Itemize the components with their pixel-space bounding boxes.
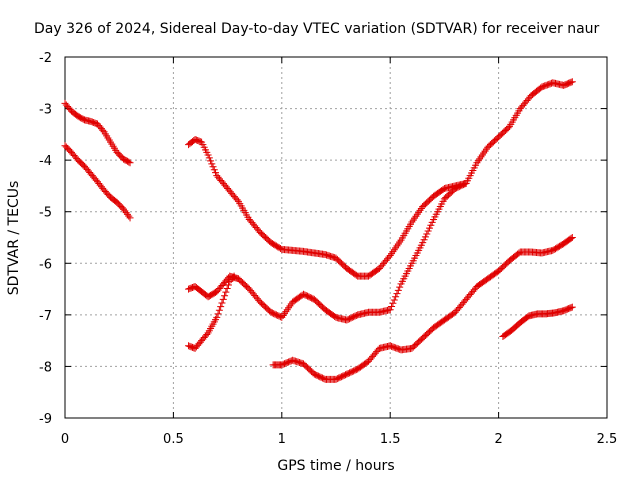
data-point bbox=[204, 151, 212, 159]
data-point bbox=[423, 230, 431, 238]
data-point bbox=[125, 158, 133, 166]
data-point bbox=[385, 253, 393, 261]
data-point bbox=[99, 126, 107, 134]
data-point bbox=[396, 283, 404, 291]
chart-title: Day 326 of 2024, Sidereal Day-to-day VTE… bbox=[34, 21, 600, 37]
y-tick-label: -5 bbox=[39, 206, 52, 221]
series-arc-4 bbox=[185, 179, 470, 324]
data-point bbox=[209, 163, 217, 171]
data-point bbox=[213, 313, 221, 321]
data-point bbox=[462, 179, 470, 187]
data-point bbox=[223, 285, 231, 293]
series-arc-6 bbox=[269, 234, 576, 383]
data-point bbox=[210, 166, 218, 174]
data-point bbox=[421, 233, 429, 241]
x-axis-label: GPS time / hours bbox=[277, 458, 394, 474]
data-point bbox=[219, 295, 227, 303]
y-axis-label: SDTVAR / TECUs bbox=[6, 181, 22, 296]
x-tick-label: 0 bbox=[61, 432, 69, 447]
data-point bbox=[126, 159, 134, 167]
series-arc-7 bbox=[499, 303, 576, 341]
x-tick-label: 2.5 bbox=[597, 432, 618, 447]
data-point bbox=[120, 205, 128, 213]
x-tick-label: 1 bbox=[278, 432, 286, 447]
data-point bbox=[386, 306, 394, 314]
data-point bbox=[504, 124, 512, 132]
series-arc-5 bbox=[185, 272, 238, 352]
data-point bbox=[420, 236, 428, 244]
series-arc-3 bbox=[185, 78, 576, 280]
data-point bbox=[390, 296, 398, 304]
data-point bbox=[221, 292, 229, 300]
data-point bbox=[394, 286, 402, 294]
data-point bbox=[123, 210, 131, 218]
data-point bbox=[126, 214, 134, 222]
data-point bbox=[424, 227, 432, 235]
data-point bbox=[125, 212, 133, 220]
data-point bbox=[122, 209, 130, 217]
data-point bbox=[568, 78, 576, 86]
y-tick-label: -6 bbox=[39, 257, 52, 272]
data-point bbox=[393, 290, 401, 298]
data-point bbox=[121, 207, 129, 215]
data-point bbox=[218, 299, 226, 307]
data-point bbox=[388, 302, 396, 310]
series-arc-1 bbox=[61, 99, 134, 167]
data-point bbox=[205, 154, 213, 162]
data-point bbox=[215, 306, 223, 314]
data-point bbox=[212, 169, 220, 177]
data-point bbox=[224, 281, 232, 289]
y-tick-label: -3 bbox=[39, 103, 52, 118]
data-point bbox=[568, 303, 576, 311]
axis-ticks bbox=[64, 56, 608, 419]
x-tick-label: 0.5 bbox=[163, 432, 184, 447]
data-point bbox=[227, 276, 235, 284]
data-point bbox=[222, 288, 230, 296]
data-point bbox=[567, 234, 575, 242]
data-point bbox=[203, 330, 211, 338]
y-tick-label: -2 bbox=[39, 51, 52, 66]
data-point bbox=[229, 274, 237, 282]
data-point bbox=[230, 272, 238, 280]
data-point bbox=[389, 299, 397, 307]
data-point bbox=[233, 196, 241, 204]
data-point bbox=[567, 78, 575, 86]
grid bbox=[65, 57, 607, 418]
data-point bbox=[428, 218, 436, 226]
y-tick-label: -9 bbox=[39, 412, 52, 427]
plot-frame bbox=[64, 56, 608, 419]
y-tick-label: -7 bbox=[39, 309, 52, 324]
x-tick-label: 2 bbox=[494, 432, 502, 447]
y-tick-labels: -9 -8 -7 -6 -5 -4 -3 -2 bbox=[39, 51, 52, 427]
data-point bbox=[461, 180, 469, 188]
series-arc-2 bbox=[61, 142, 134, 222]
data-points bbox=[61, 78, 576, 383]
data-point bbox=[208, 160, 216, 168]
data-point bbox=[217, 303, 225, 311]
data-point bbox=[226, 277, 234, 285]
y-tick-label: -8 bbox=[39, 360, 52, 375]
data-point bbox=[214, 310, 222, 318]
data-point bbox=[392, 293, 400, 301]
data-point bbox=[567, 304, 575, 312]
x-tick-label: 1.5 bbox=[380, 432, 401, 447]
data-point bbox=[568, 234, 576, 241]
data-point bbox=[207, 157, 215, 165]
x-tick-labels: 0 0.5 1 1.5 2 2.5 bbox=[61, 432, 617, 447]
data-point bbox=[419, 239, 427, 247]
data-point bbox=[425, 224, 433, 232]
data-point bbox=[427, 221, 435, 229]
y-tick-label: -4 bbox=[39, 154, 52, 169]
